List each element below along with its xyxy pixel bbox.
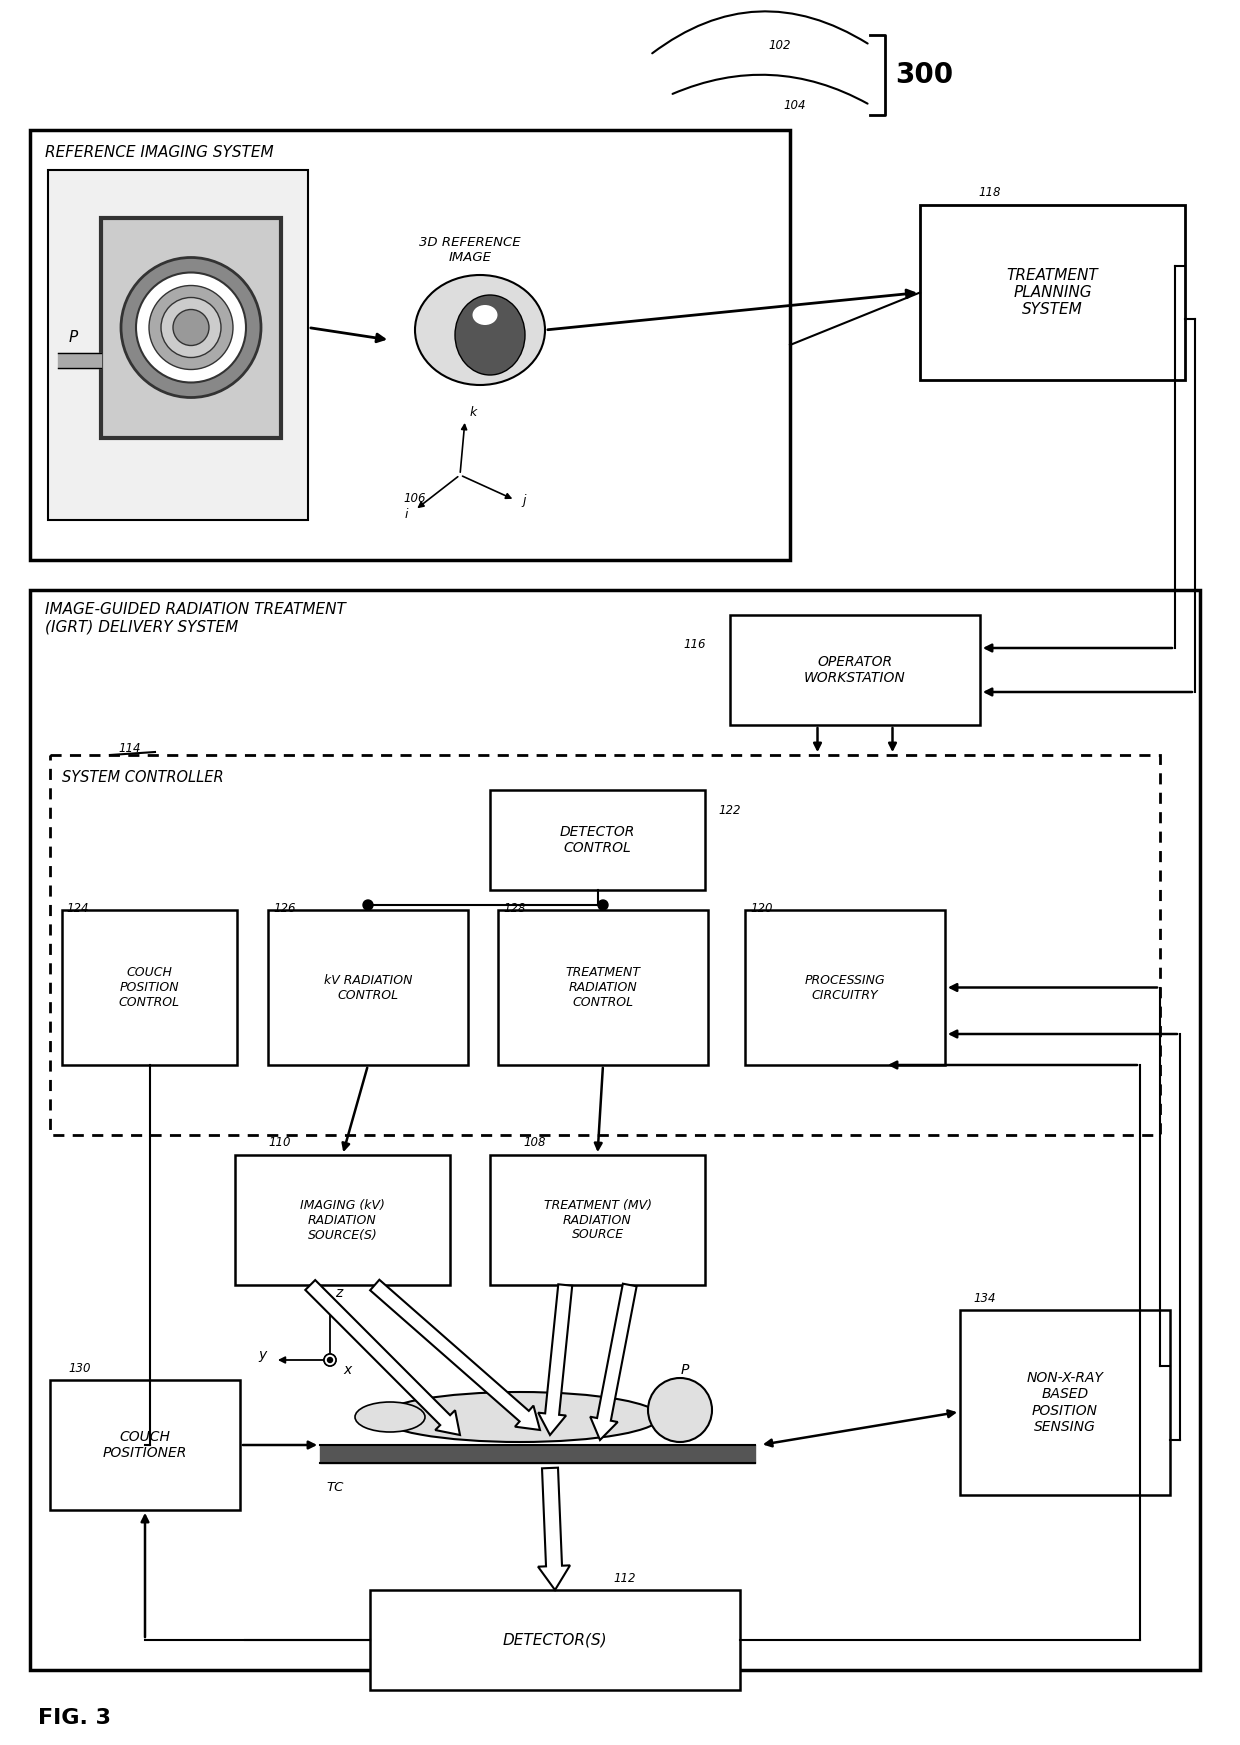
Ellipse shape <box>472 305 497 325</box>
Text: 126: 126 <box>274 902 296 914</box>
Bar <box>490 1155 706 1284</box>
Text: 300: 300 <box>895 61 954 89</box>
Text: IMAGING (kV)
RADIATION
SOURCE(S): IMAGING (kV) RADIATION SOURCE(S) <box>300 1199 384 1241</box>
Bar <box>50 1380 241 1509</box>
Text: 122: 122 <box>719 803 742 817</box>
Text: 116: 116 <box>683 639 707 651</box>
Circle shape <box>136 272 246 382</box>
Text: TC: TC <box>326 1482 343 1494</box>
Text: z: z <box>335 1286 342 1300</box>
Text: 134: 134 <box>973 1291 996 1305</box>
Text: OPERATOR
WORKSTATION: OPERATOR WORKSTATION <box>804 654 906 686</box>
Text: 3D REFERENCE
IMAGE: 3D REFERENCE IMAGE <box>419 236 521 263</box>
Text: 102: 102 <box>769 38 791 52</box>
Circle shape <box>149 286 233 370</box>
Circle shape <box>122 258 260 398</box>
Text: 110: 110 <box>269 1136 291 1148</box>
Text: REFERENCE IMAGING SYSTEM: REFERENCE IMAGING SYSTEM <box>45 145 274 159</box>
Text: FIG. 3: FIG. 3 <box>38 1708 112 1728</box>
Text: P: P <box>68 330 78 346</box>
Ellipse shape <box>379 1393 660 1441</box>
Polygon shape <box>538 1468 570 1590</box>
Bar <box>370 1590 740 1689</box>
Text: 104: 104 <box>784 98 806 112</box>
Polygon shape <box>305 1281 460 1434</box>
Text: TREATMENT (MV)
RADIATION
SOURCE: TREATMENT (MV) RADIATION SOURCE <box>543 1199 651 1241</box>
Circle shape <box>649 1379 712 1441</box>
Text: 128: 128 <box>503 902 526 914</box>
Circle shape <box>324 1354 336 1366</box>
Text: 124: 124 <box>67 902 89 914</box>
Text: P: P <box>681 1363 689 1377</box>
Polygon shape <box>590 1284 636 1440</box>
Bar <box>62 909 237 1064</box>
Circle shape <box>174 309 210 346</box>
Text: IMAGE-GUIDED RADIATION TREATMENT
(IGRT) DELIVERY SYSTEM: IMAGE-GUIDED RADIATION TREATMENT (IGRT) … <box>45 602 346 633</box>
Bar <box>100 218 281 438</box>
Polygon shape <box>538 1284 572 1434</box>
Bar <box>236 1155 450 1284</box>
Ellipse shape <box>355 1401 425 1433</box>
Circle shape <box>324 1354 336 1366</box>
Bar <box>498 909 708 1064</box>
Text: TREATMENT
PLANNING
SYSTEM: TREATMENT PLANNING SYSTEM <box>1007 267 1099 318</box>
Text: 130: 130 <box>68 1361 92 1375</box>
Text: TREATMENT
RADIATION
CONTROL: TREATMENT RADIATION CONTROL <box>565 967 641 1009</box>
Text: NON-X-RAY
BASED
POSITION
SENSING: NON-X-RAY BASED POSITION SENSING <box>1027 1372 1104 1434</box>
Circle shape <box>327 1358 332 1363</box>
Polygon shape <box>370 1279 539 1429</box>
Circle shape <box>598 900 608 909</box>
Text: PROCESSING
CIRCUITRY: PROCESSING CIRCUITRY <box>805 974 885 1002</box>
Text: 106: 106 <box>404 492 427 504</box>
Circle shape <box>363 900 373 909</box>
Bar <box>30 590 1200 1670</box>
Text: SYSTEM CONTROLLER: SYSTEM CONTROLLER <box>62 770 223 785</box>
Text: COUCH
POSITION
CONTROL: COUCH POSITION CONTROL <box>119 967 180 1009</box>
Text: 112: 112 <box>614 1572 636 1584</box>
Bar <box>745 909 945 1064</box>
Bar <box>920 204 1185 380</box>
Text: i: i <box>404 508 408 522</box>
Bar <box>50 756 1159 1134</box>
Text: 118: 118 <box>978 185 1001 199</box>
Bar <box>30 129 790 560</box>
Bar <box>48 169 308 520</box>
Text: j: j <box>522 494 526 506</box>
Ellipse shape <box>455 295 525 375</box>
Text: kV RADIATION
CONTROL: kV RADIATION CONTROL <box>324 974 412 1002</box>
Text: y: y <box>259 1347 267 1363</box>
Ellipse shape <box>415 276 546 386</box>
Text: 120: 120 <box>750 902 774 914</box>
Text: 114: 114 <box>119 742 141 754</box>
Text: 108: 108 <box>523 1136 547 1148</box>
Bar <box>268 909 467 1064</box>
Text: x: x <box>343 1363 351 1377</box>
Circle shape <box>161 297 221 358</box>
Text: DETECTOR
CONTROL: DETECTOR CONTROL <box>559 825 635 855</box>
Text: DETECTOR(S): DETECTOR(S) <box>502 1633 608 1647</box>
Text: k: k <box>470 405 477 419</box>
Bar <box>960 1310 1171 1495</box>
Text: COUCH
POSITIONER: COUCH POSITIONER <box>103 1429 187 1461</box>
Bar <box>490 790 706 890</box>
Bar <box>730 614 980 724</box>
